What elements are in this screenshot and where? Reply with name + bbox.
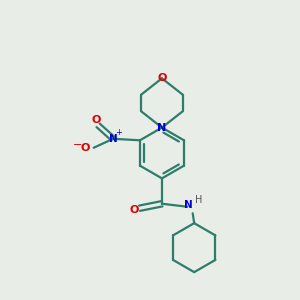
Text: O: O [130, 205, 139, 215]
Text: +: + [116, 128, 122, 137]
Text: −: − [73, 140, 82, 150]
Text: O: O [92, 115, 101, 125]
Text: O: O [81, 143, 90, 153]
Text: N: N [184, 200, 193, 210]
Text: N: N [157, 123, 167, 133]
Text: O: O [157, 73, 167, 83]
Text: N: N [109, 134, 118, 144]
Text: H: H [195, 195, 202, 205]
